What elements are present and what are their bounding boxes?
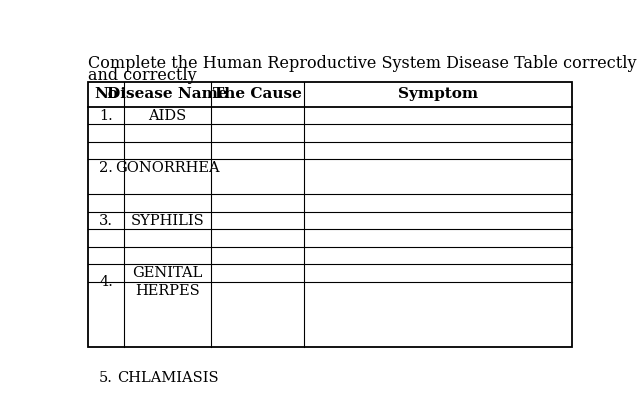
Text: The Cause: The Cause	[213, 87, 302, 101]
Text: No: No	[94, 87, 118, 101]
Text: and correctly: and correctly	[88, 67, 196, 84]
Text: GENITAL
HERPES: GENITAL HERPES	[133, 266, 203, 298]
Text: SYPHILIS: SYPHILIS	[131, 214, 204, 228]
Text: 4.: 4.	[99, 275, 113, 289]
Text: 2.: 2.	[99, 161, 113, 175]
Text: GONORRHEA: GONORRHEA	[115, 161, 220, 175]
Text: 3.: 3.	[99, 214, 113, 228]
Text: AIDS: AIDS	[149, 108, 187, 123]
Bar	[88, 82, 572, 347]
Text: CHLAMIASIS: CHLAMIASIS	[117, 371, 218, 385]
Text: Symptom: Symptom	[398, 87, 478, 101]
Text: Complete the Human Reproductive System Disease Table correctly: Complete the Human Reproductive System D…	[88, 55, 636, 72]
Text: 5.: 5.	[99, 371, 113, 385]
Text: 1.: 1.	[99, 108, 113, 123]
Text: Disease Name: Disease Name	[108, 87, 228, 101]
